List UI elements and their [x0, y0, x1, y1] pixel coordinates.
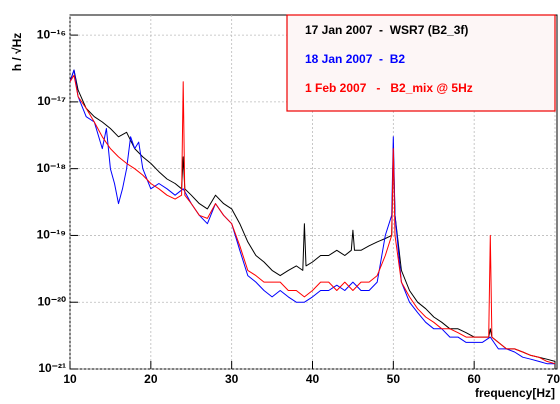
legend-entry: 17 Jan 2007 - WSR7 (B2_3f): [305, 23, 468, 37]
y-axis-label: h / √Hz: [10, 33, 24, 72]
series-line: [70, 74, 556, 365]
plot-lines: [70, 69, 556, 365]
y-tick-label: 10⁻¹⁹: [37, 228, 66, 242]
legend-box: [286, 14, 556, 112]
x-axis-label: frequency[Hz]: [475, 386, 555, 400]
x-tick-label: 70: [547, 372, 560, 386]
y-tick-label: 10⁻²⁰: [38, 294, 67, 308]
y-tick-label: 10⁻²¹: [38, 361, 66, 375]
x-tick-label: 20: [144, 372, 158, 386]
series-line: [70, 69, 555, 365]
legend-entry: 18 Jan 2007 - B2: [305, 52, 405, 66]
legend-entry: 1 Feb 2007 - B2_mix @ 5Hz: [305, 81, 473, 95]
y-tick-label: 10⁻¹⁸: [37, 161, 66, 175]
x-tick-label: 30: [225, 372, 239, 386]
x-tick-label: 60: [467, 372, 481, 386]
y-tick-label: 10⁻¹⁶: [37, 27, 66, 41]
x-tick-label: 40: [306, 372, 320, 386]
x-tick-label: 10: [63, 372, 77, 386]
y-tick-label: 10⁻¹⁷: [37, 94, 66, 108]
x-tick-label: 50: [387, 372, 401, 386]
